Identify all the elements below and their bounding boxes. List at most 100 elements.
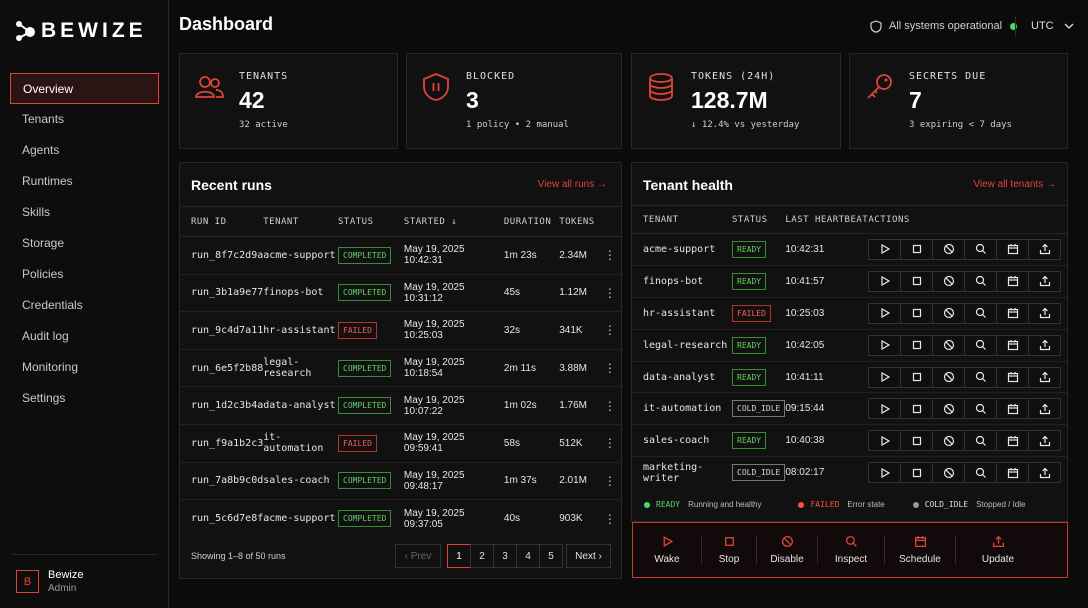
next-page-button[interactable]: Next › <box>566 544 611 568</box>
play-action-button[interactable] <box>868 302 902 324</box>
search-action-button[interactable] <box>964 366 998 388</box>
stop-action-button[interactable] <box>900 238 934 260</box>
tenant-name[interactable]: data-analyst <box>643 371 716 383</box>
upload-action-button[interactable] <box>1028 398 1062 420</box>
sidebar-item-tenants[interactable]: Tenants <box>22 112 65 126</box>
upload-action-button[interactable] <box>1028 238 1062 260</box>
col-tenant[interactable]: TENANT <box>263 216 299 227</box>
ban-action-button[interactable] <box>932 398 966 420</box>
col-tenant[interactable]: TENANT <box>643 214 679 225</box>
table-row[interactable]: run_5c6d7e8f acme-support COMPLETED May … <box>180 500 621 538</box>
col-started[interactable]: STARTED ↓ <box>404 207 504 237</box>
sidebar-item-credentials[interactable]: Credentials <box>22 298 83 312</box>
tenant-name[interactable]: it-automation <box>643 403 722 415</box>
bulk-wake-button[interactable]: Wake <box>633 523 701 577</box>
tenant-name[interactable]: finops-bot <box>643 275 704 287</box>
more-vertical-icon[interactable]: ⋮ <box>603 436 616 451</box>
bulk-schedule-button[interactable]: Schedule <box>885 523 955 577</box>
stop-action-button[interactable] <box>900 334 934 356</box>
timezone-select[interactable]: UTC <box>1031 19 1074 33</box>
table-row[interactable]: it-automation COLD_IDLE 09:15:44 <box>632 393 1067 425</box>
run-id[interactable]: run_6e5f2b88 <box>191 362 264 374</box>
search-action-button[interactable] <box>964 430 998 452</box>
calendar-action-button[interactable] <box>996 302 1030 324</box>
stat-card-blocked[interactable]: BLOCKED 3 1 policy • 2 manual <box>406 53 622 149</box>
table-row[interactable]: run_8f7c2d9a acme-support COMPLETED May … <box>180 237 621 275</box>
play-action-button[interactable] <box>868 238 902 260</box>
table-row[interactable]: sales-coach READY 10:40:38 <box>632 425 1067 457</box>
sidebar-item-overview[interactable]: Overview <box>10 73 159 104</box>
upload-action-button[interactable] <box>1028 270 1062 292</box>
more-vertical-icon[interactable]: ⋮ <box>603 473 616 488</box>
table-row[interactable]: run_3b1a9e77 finops-bot COMPLETED May 19… <box>180 274 621 312</box>
run-id[interactable]: run_1d2c3b4a <box>191 400 264 412</box>
search-action-button[interactable] <box>964 238 998 260</box>
col-status[interactable]: STATUS <box>732 214 768 225</box>
ban-action-button[interactable] <box>932 302 966 324</box>
search-action-button[interactable] <box>964 270 998 292</box>
run-id[interactable]: run_3b1a9e77 <box>191 287 264 299</box>
table-row[interactable]: acme-support READY 10:42:31 <box>632 234 1067 266</box>
calendar-action-button[interactable] <box>996 430 1030 452</box>
stop-action-button[interactable] <box>900 270 934 292</box>
ban-action-button[interactable] <box>932 270 966 292</box>
col-duration[interactable]: DURATION <box>503 216 552 227</box>
calendar-action-button[interactable] <box>996 238 1030 260</box>
run-id[interactable]: run_8f7c2d9a <box>191 249 264 261</box>
calendar-action-button[interactable] <box>996 366 1030 388</box>
table-row[interactable]: hr-assistant FAILED 10:25:03 <box>632 297 1067 330</box>
table-row[interactable]: run_6e5f2b88 legal-research COMPLETED Ma… <box>180 349 621 387</box>
sidebar-item-skills[interactable]: Skills <box>22 205 51 219</box>
tenant-name[interactable]: hr-assistant <box>643 307 716 319</box>
view-all-runs-link[interactable]: View all runs → <box>538 179 607 190</box>
bulk-update-button[interactable]: Update <box>956 523 1040 577</box>
more-vertical-icon[interactable]: ⋮ <box>603 285 616 300</box>
table-row[interactable]: legal-research READY 10:42:05 <box>632 329 1067 362</box>
col-tokens[interactable]: TOKENS <box>559 216 595 227</box>
table-row[interactable]: run_1d2c3b4a data-analyst COMPLETED May … <box>180 387 621 425</box>
page-button-2[interactable]: 2 <box>470 544 494 568</box>
table-row[interactable]: finops-bot READY 10:41:57 <box>632 265 1067 298</box>
stat-card-secrets[interactable]: SECRETS DUE 7 3 expiring < 7 days <box>849 53 1068 149</box>
stop-action-button[interactable] <box>900 398 934 420</box>
bulk-stop-button[interactable]: Stop <box>702 523 756 577</box>
stat-card-tenants[interactable]: TENANTS 42 32 active <box>179 53 398 149</box>
run-id[interactable]: run_9c4d7a11 <box>191 324 264 336</box>
col-heartbeat[interactable]: LAST HEARTBEAT <box>785 214 869 225</box>
play-action-button[interactable] <box>868 398 902 420</box>
calendar-action-button[interactable] <box>996 462 1030 484</box>
run-id[interactable]: run_f9a1b2c3 <box>191 437 264 449</box>
stop-action-button[interactable] <box>900 366 934 388</box>
play-action-button[interactable] <box>868 270 902 292</box>
more-vertical-icon[interactable]: ⋮ <box>603 323 616 338</box>
ban-action-button[interactable] <box>932 238 966 260</box>
table-row[interactable]: data-analyst READY 10:41:11 <box>632 361 1067 393</box>
upload-action-button[interactable] <box>1028 334 1062 356</box>
page-button-5[interactable]: 5 <box>539 544 563 568</box>
page-button-3[interactable]: 3 <box>493 544 517 568</box>
search-action-button[interactable] <box>964 462 998 484</box>
more-vertical-icon[interactable]: ⋮ <box>603 398 616 413</box>
bulk-disable-button[interactable]: Disable <box>757 523 817 577</box>
sidebar-item-agents[interactable]: Agents <box>22 143 60 157</box>
view-all-tenants-link[interactable]: View all tenants → <box>973 179 1056 190</box>
more-vertical-icon[interactable]: ⋮ <box>603 361 616 376</box>
run-id[interactable]: run_7a8b9c0d <box>191 475 264 487</box>
run-id[interactable]: run_5c6d7e8f <box>191 513 264 525</box>
sidebar-item-policies[interactable]: Policies <box>22 267 64 281</box>
table-row[interactable]: run_9c4d7a11 hr-assistant FAILED May 19,… <box>180 312 621 350</box>
sidebar-item-runtimes[interactable]: Runtimes <box>22 174 73 188</box>
table-row[interactable]: run_f9a1b2c3 it-automation FAILED May 19… <box>180 424 621 463</box>
play-action-button[interactable] <box>868 462 902 484</box>
table-row[interactable]: marketing-writer COLD_IDLE 08:02:17 <box>632 457 1067 489</box>
more-vertical-icon[interactable]: ⋮ <box>603 248 616 263</box>
col-status[interactable]: STATUS <box>338 216 374 227</box>
play-action-button[interactable] <box>868 430 902 452</box>
upload-action-button[interactable] <box>1028 430 1062 452</box>
col-run-id[interactable]: RUN ID <box>191 216 227 227</box>
prev-page-button[interactable]: ‹ Prev <box>395 544 441 568</box>
sidebar-item-settings[interactable]: Settings <box>22 391 66 405</box>
calendar-action-button[interactable] <box>996 398 1030 420</box>
play-action-button[interactable] <box>868 366 902 388</box>
bulk-inspect-button[interactable]: Inspect <box>818 523 884 577</box>
